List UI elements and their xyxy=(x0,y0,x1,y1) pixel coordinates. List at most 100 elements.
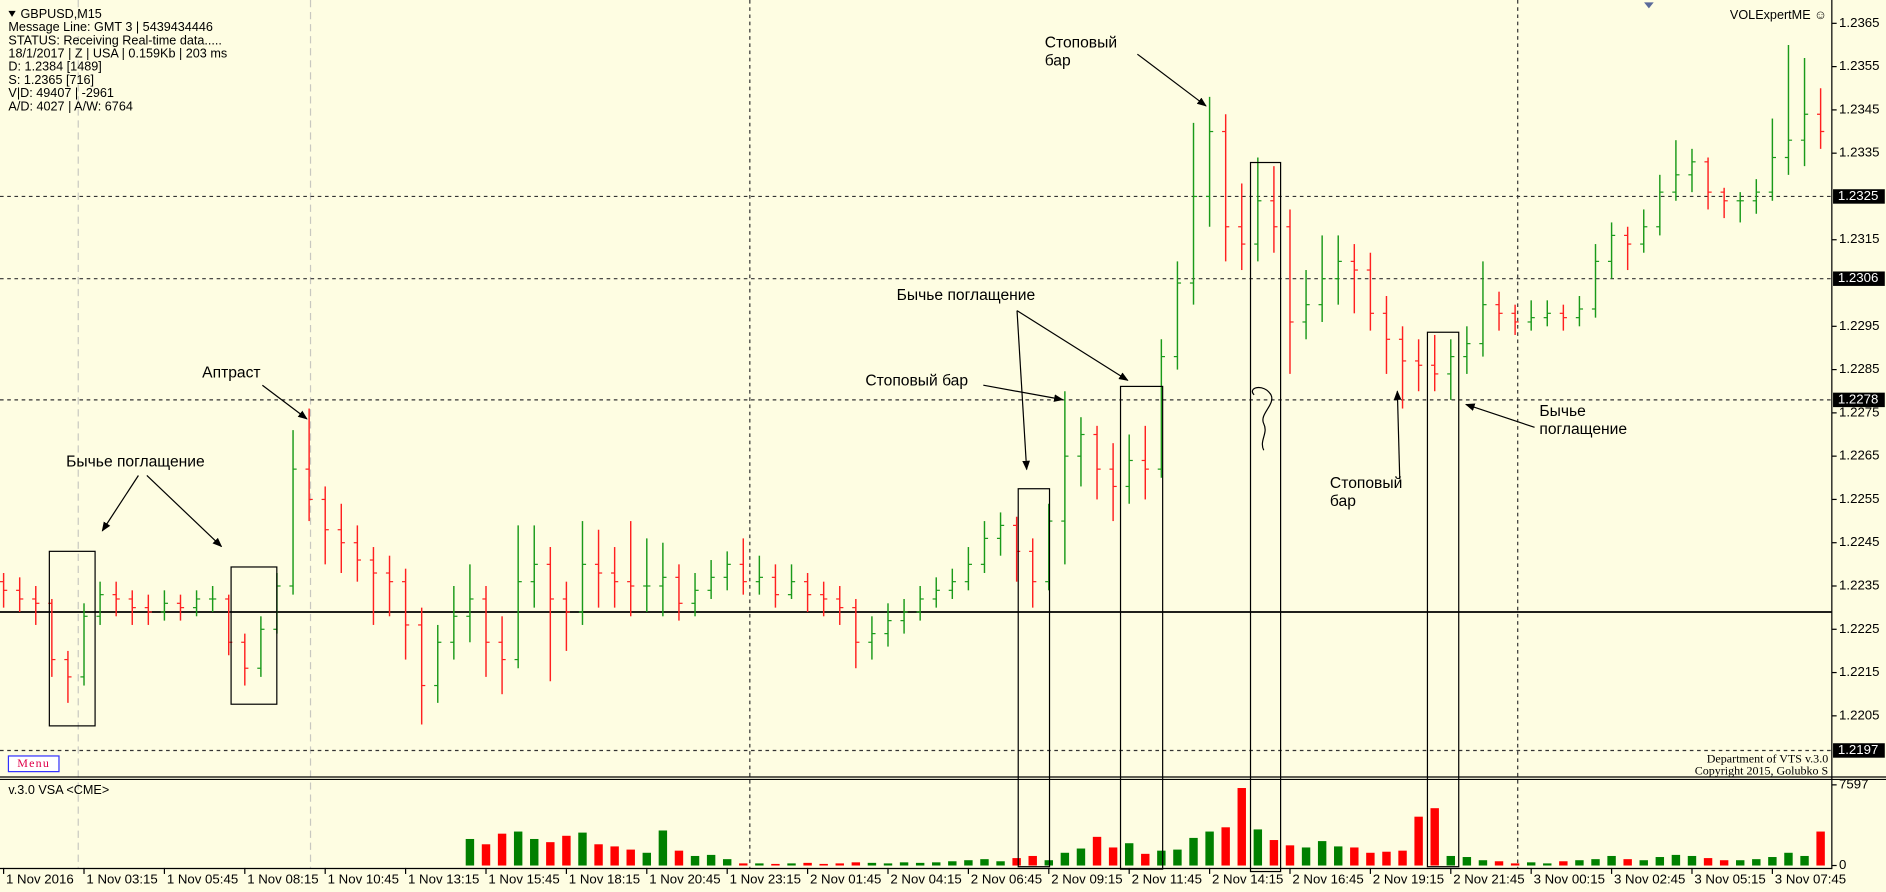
volume-bar xyxy=(1687,855,1697,866)
y-tick-label: 1.2355 xyxy=(1839,58,1879,73)
annotation: Бычье xyxy=(1539,403,1585,420)
level-label: 1.2197 xyxy=(1838,742,1878,757)
volume-bar xyxy=(1655,857,1665,866)
y-tick-label: 1.2235 xyxy=(1839,577,1879,592)
volume-bar xyxy=(1092,836,1102,866)
volume-bar xyxy=(1012,858,1021,866)
info-line: V|D: 49407 | -2961 xyxy=(8,86,114,100)
volume-bar xyxy=(1494,861,1504,866)
annotation: бар xyxy=(1045,53,1071,70)
x-tick-label: 2 Nov 21:45 xyxy=(1453,871,1524,886)
annotation: бар xyxy=(1330,493,1356,510)
volume-bar xyxy=(1510,863,1520,866)
volume-bar xyxy=(497,833,507,866)
volume-bar xyxy=(948,861,957,866)
volume-bar xyxy=(1350,847,1359,866)
x-tick-label: 1 Nov 08:15 xyxy=(247,871,318,886)
volume-bar xyxy=(1623,859,1632,866)
volume-bar xyxy=(1414,816,1423,866)
volume-bar xyxy=(562,835,571,866)
symbol-title: GBPUSD,M15 xyxy=(20,7,101,21)
x-tick-label: 1 Nov 13:15 xyxy=(408,871,479,886)
volume-title: v.3.0 VSA <CME> xyxy=(8,783,109,797)
y-tick-label: 1.2245 xyxy=(1839,534,1879,549)
volume-bar xyxy=(626,849,635,866)
volume-bar xyxy=(690,855,700,866)
grid xyxy=(77,0,1519,868)
menu-label[interactable]: Menu xyxy=(17,756,50,770)
volume-bar xyxy=(771,863,780,866)
annotation-boxes xyxy=(48,161,1460,873)
volume-bar xyxy=(706,854,716,866)
volume-bar xyxy=(1446,855,1456,866)
volume-bar xyxy=(996,861,1005,866)
y-tick-label: 7597 xyxy=(1839,776,1868,791)
volume-bar xyxy=(915,862,925,866)
volume-bar xyxy=(1285,845,1295,866)
y-tick-label: 1.2255 xyxy=(1839,491,1879,506)
volume-bar xyxy=(1044,860,1054,866)
volume-bar xyxy=(1108,847,1118,866)
annotation-box xyxy=(230,566,278,705)
volume-bar xyxy=(1559,861,1568,866)
volume-bar xyxy=(1639,860,1648,866)
volume-bar xyxy=(819,863,828,866)
y-tick-label: 1.2315 xyxy=(1839,231,1879,246)
volume-bar xyxy=(1269,840,1279,866)
y-tick-label: 1.2335 xyxy=(1839,145,1879,160)
scribble xyxy=(1251,387,1273,451)
annotation: Стоповый xyxy=(1330,475,1402,492)
annotation-box xyxy=(1119,385,1164,870)
x-tick-label: 1 Nov 2016 xyxy=(6,871,74,886)
info-line: D: 1.2384 [1489] xyxy=(8,60,101,74)
volume-bar xyxy=(674,850,684,866)
x-tick-label: 2 Nov 09:15 xyxy=(1051,871,1122,886)
volume-bar xyxy=(1703,858,1713,866)
annotation: Стоповый xyxy=(1045,34,1117,51)
arrow xyxy=(146,475,223,548)
x-tick-label: 3 Nov 00:15 xyxy=(1534,871,1605,886)
level-label-box xyxy=(1833,189,1885,204)
volume-bar xyxy=(1478,860,1488,866)
x-tick-label: 3 Nov 02:45 xyxy=(1614,871,1685,886)
y-tick-label: 1.2225 xyxy=(1839,621,1879,636)
y-tick-label: 1.2365 xyxy=(1839,15,1879,30)
y-tick-label: 1.2215 xyxy=(1839,664,1879,679)
level-label-box xyxy=(1833,271,1885,286)
footer-line: Department of VTS v.3.0 xyxy=(1707,751,1828,765)
volume-bar xyxy=(1575,860,1584,866)
texts: GBPUSD,M15 Message Line: GMT 3 | 5439434… xyxy=(7,7,1828,797)
annotation: Стоповый бар xyxy=(865,373,968,390)
x-tick-label: 1 Nov 23:15 xyxy=(730,871,801,886)
x-tick-label: 3 Nov 07:45 xyxy=(1775,871,1846,886)
menu-button[interactable] xyxy=(7,755,60,773)
volume-bar xyxy=(1607,855,1616,866)
volume-bar xyxy=(1366,852,1375,866)
y-tick-label: 1.2205 xyxy=(1839,707,1879,722)
annotation: Бычье поглащение xyxy=(897,287,1036,304)
price-pane xyxy=(0,44,1832,752)
x-tick-label: 1 Nov 05:45 xyxy=(167,871,238,886)
volume-bar xyxy=(1173,849,1182,866)
arrow xyxy=(983,384,1064,402)
volume-bar xyxy=(1221,827,1230,866)
y-tick-label: 1.2265 xyxy=(1839,448,1879,463)
volume-bar xyxy=(867,862,877,866)
volume-bar xyxy=(513,831,523,866)
volume-bar xyxy=(546,842,555,866)
volume-bar xyxy=(1124,843,1134,866)
x-tick-label: 2 Nov 01:45 xyxy=(810,871,881,886)
volume-bar xyxy=(1462,857,1472,866)
volume-bar xyxy=(1719,860,1729,866)
volume-bar xyxy=(803,862,812,866)
volume-bar xyxy=(1205,831,1214,866)
volume-bar xyxy=(1334,846,1343,866)
volume-bar xyxy=(755,863,764,866)
level-label-box xyxy=(1833,743,1885,758)
x-tick-label: 2 Nov 19:15 xyxy=(1373,871,1444,886)
x-tick-label: 1 Nov 10:45 xyxy=(328,871,399,886)
arrow xyxy=(1016,310,1129,381)
volume-pane xyxy=(465,788,1825,866)
